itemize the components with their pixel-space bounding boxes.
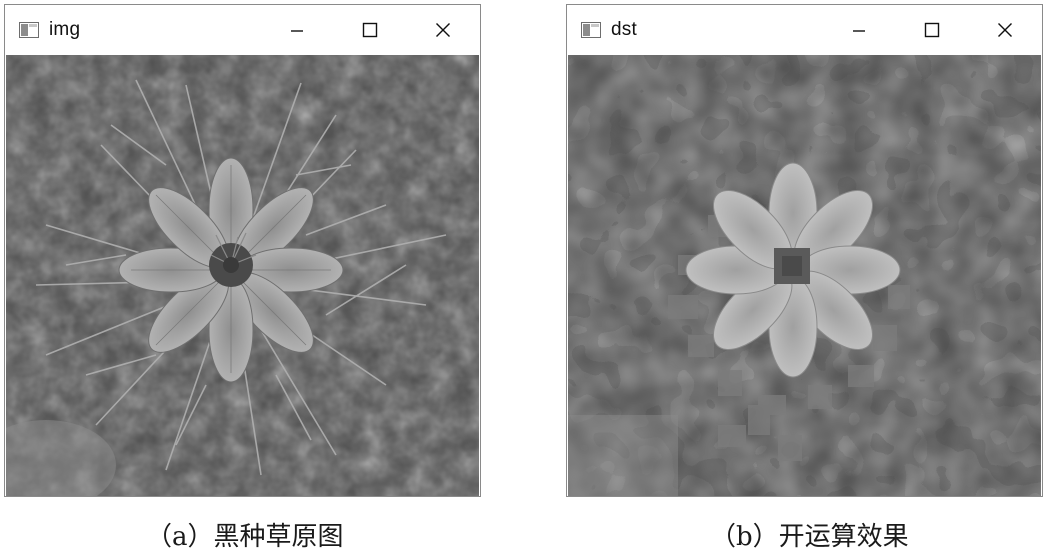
maximize-button[interactable] — [912, 13, 952, 47]
window-dst: dst — [566, 4, 1043, 497]
caption-opening: （b）开运算效果 — [710, 522, 909, 552]
minimize-button[interactable] — [839, 13, 879, 47]
caption-original: （a）黑种草原图 — [146, 522, 344, 552]
minimize-button[interactable] — [277, 13, 317, 47]
maximize-icon — [924, 22, 940, 38]
titlebar[interactable]: dst — [567, 5, 1042, 55]
maximize-button[interactable] — [350, 13, 390, 47]
minimize-icon — [291, 30, 303, 32]
titlebar[interactable]: img — [5, 5, 480, 55]
close-icon — [998, 23, 1012, 37]
maximize-icon — [362, 22, 378, 38]
app-window-icon — [19, 22, 39, 43]
close-button[interactable] — [423, 13, 463, 47]
minimize-icon — [853, 30, 865, 32]
close-button[interactable] — [985, 13, 1025, 47]
window-img: img — [4, 4, 481, 497]
image-canvas-original — [6, 55, 479, 496]
window-title: img — [49, 19, 81, 40]
image-canvas-opened — [568, 55, 1041, 496]
window-title: dst — [611, 19, 637, 40]
close-icon — [436, 23, 450, 37]
app-window-icon — [581, 22, 601, 43]
